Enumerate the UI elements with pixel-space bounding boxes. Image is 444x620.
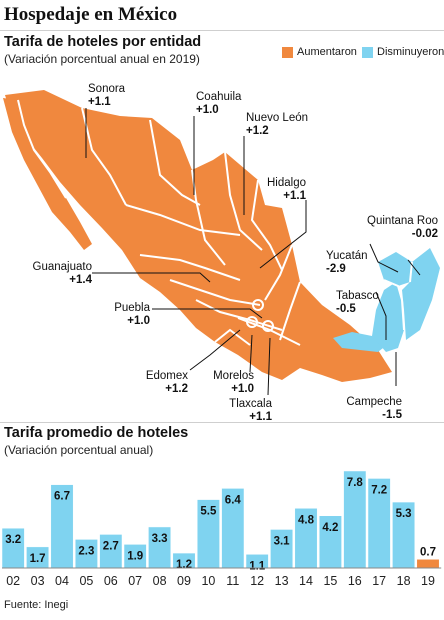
- bar-value-label-09: 1.2: [176, 559, 192, 571]
- state-name: Hidalgo: [267, 177, 306, 189]
- map-label-tabasco: Tabasco -0.5: [336, 290, 379, 316]
- bar-value-label-05: 2.3: [78, 545, 94, 557]
- state-name: Campeche: [346, 396, 402, 408]
- map-label-sonora: Sonora +1.1: [88, 83, 125, 109]
- map-label-guanajuato: Guanajuato +1.4: [24, 261, 92, 287]
- x-tick-label-10: 10: [201, 574, 215, 588]
- bar-value-label-12: 1.1: [249, 560, 266, 572]
- map-label-coahuila: Coahuila +1.0: [196, 91, 241, 117]
- bar-value-label-14: 4.8: [298, 514, 315, 526]
- bar-value-label-17: 7.2: [371, 484, 387, 496]
- legend-swatch-decrease: [362, 46, 373, 58]
- x-tick-label-13: 13: [275, 574, 289, 588]
- map-yucatan: [378, 252, 412, 286]
- state-value: +1.2: [246, 125, 269, 137]
- map-label-campeche: Campeche -1.5: [338, 396, 402, 422]
- state-name: Nuevo León: [246, 112, 309, 124]
- bar-value-label-18: 5.3: [396, 508, 412, 520]
- bar-value-label-03: 1.7: [30, 553, 46, 565]
- state-name: Yucatán: [326, 250, 368, 262]
- state-name: Tlaxcala: [229, 398, 272, 410]
- bar-value-label-08: 3.3: [152, 533, 168, 545]
- x-tick-label-07: 07: [128, 574, 142, 588]
- legend-item-increase: Aumentaron: [282, 46, 357, 58]
- map-campeche: [372, 282, 404, 352]
- bar-value-label-07: 1.9: [127, 550, 143, 562]
- map-label-puebla: Puebla +1.0: [106, 302, 150, 328]
- map-label-quintana-roo: Quintana Roo -0.02: [356, 215, 438, 241]
- x-tick-label-16: 16: [348, 574, 362, 588]
- state-name: Puebla: [114, 302, 150, 314]
- state-name: Quintana Roo: [367, 215, 438, 227]
- state-value: +1.2: [165, 383, 188, 395]
- bar-value-label-06: 2.7: [103, 540, 119, 552]
- bar-value-label-11: 6.4: [225, 494, 242, 506]
- map-label-edomex: Edomex +1.2: [140, 370, 188, 396]
- map-section-subtitle: (Variación porcentual anual en 2019): [4, 52, 200, 66]
- bar-value-label-13: 3.1: [274, 535, 291, 547]
- section-divider: [0, 422, 444, 423]
- state-value: +1.0: [196, 104, 219, 116]
- state-name: Coahuila: [196, 91, 242, 103]
- x-tick-label-19: 19: [421, 574, 435, 588]
- legend-swatch-increase: [282, 46, 293, 58]
- state-value: -2.9: [326, 263, 346, 275]
- bar-value-label-15: 4.2: [322, 522, 338, 534]
- chart-section-title: Tarifa promedio de hoteles: [4, 425, 189, 441]
- state-name: Edomex: [145, 370, 188, 382]
- map-section-title: Tarifa de hoteles por entidad: [4, 34, 202, 50]
- state-value: -0.5: [336, 303, 356, 315]
- mexico-map: [3, 90, 440, 396]
- map-leader-lines: [85, 108, 421, 396]
- source-note: Fuente: Inegi: [4, 599, 69, 611]
- bar-value-label-19: 0.7: [420, 546, 436, 558]
- bar-chart: 3.2 02 1.7 03 6.7 04 2.3 05 2.7 06 1.9 07 3.3 08 1.2 09…: [1, 470, 442, 588]
- x-tick-label-15: 15: [323, 574, 337, 588]
- state-name: Morelos: [213, 370, 254, 382]
- bar-value-label-02: 3.2: [5, 534, 21, 546]
- x-tick-label-17: 17: [372, 574, 386, 588]
- page-title: Hospedaje en México: [4, 4, 178, 25]
- state-value: +1.1: [249, 411, 272, 423]
- state-value: +1.4: [69, 274, 92, 286]
- title-divider: [0, 30, 444, 31]
- state-name: Tabasco: [336, 290, 379, 302]
- map-label-yucatan: Yucatán -2.9: [326, 250, 368, 276]
- x-tick-label-11: 11: [226, 574, 239, 588]
- x-tick-label-05: 05: [79, 574, 93, 588]
- chart-section-subtitle: (Variación porcentual anual): [4, 443, 154, 457]
- map-baja-california: [3, 98, 92, 250]
- map-label-tlaxcala: Tlaxcala +1.1: [224, 398, 272, 424]
- bar-value-label-16: 7.8: [347, 477, 364, 489]
- map-label-nuevo-leon: Nuevo León +1.2: [246, 112, 308, 138]
- bar-19: [416, 559, 440, 569]
- legend-item-decrease: Disminuyeron: [362, 46, 444, 58]
- bar-value-label-10: 5.5: [200, 506, 217, 518]
- map-tabasco: [333, 332, 388, 352]
- map-label-hidalgo: Hidalgo +1.1: [262, 177, 306, 203]
- state-value: +1.1: [283, 190, 306, 202]
- state-value: +1.0: [127, 315, 150, 327]
- x-tick-label-09: 09: [177, 574, 191, 588]
- x-tick-label-04: 04: [55, 574, 69, 588]
- bar-value-label-04: 6.7: [54, 491, 70, 503]
- state-value: +1.0: [231, 383, 254, 395]
- x-tick-label-18: 18: [397, 574, 411, 588]
- state-value: -0.02: [411, 228, 438, 240]
- state-value: -1.5: [382, 409, 402, 421]
- x-tick-label-14: 14: [299, 574, 313, 588]
- legend-label-decrease: Disminuyeron: [377, 46, 444, 58]
- x-tick-label-08: 08: [153, 574, 167, 588]
- x-tick-label-03: 03: [31, 574, 45, 588]
- x-tick-label-06: 06: [104, 574, 118, 588]
- x-tick-label-12: 12: [250, 574, 264, 588]
- state-name: Guanajuato: [32, 261, 92, 273]
- map-label-morelos: Morelos +1.0: [206, 370, 254, 396]
- state-name: Sonora: [88, 83, 126, 95]
- legend-label-increase: Aumentaron: [297, 46, 357, 58]
- x-tick-label-02: 02: [6, 574, 20, 588]
- state-value: +1.1: [88, 96, 111, 108]
